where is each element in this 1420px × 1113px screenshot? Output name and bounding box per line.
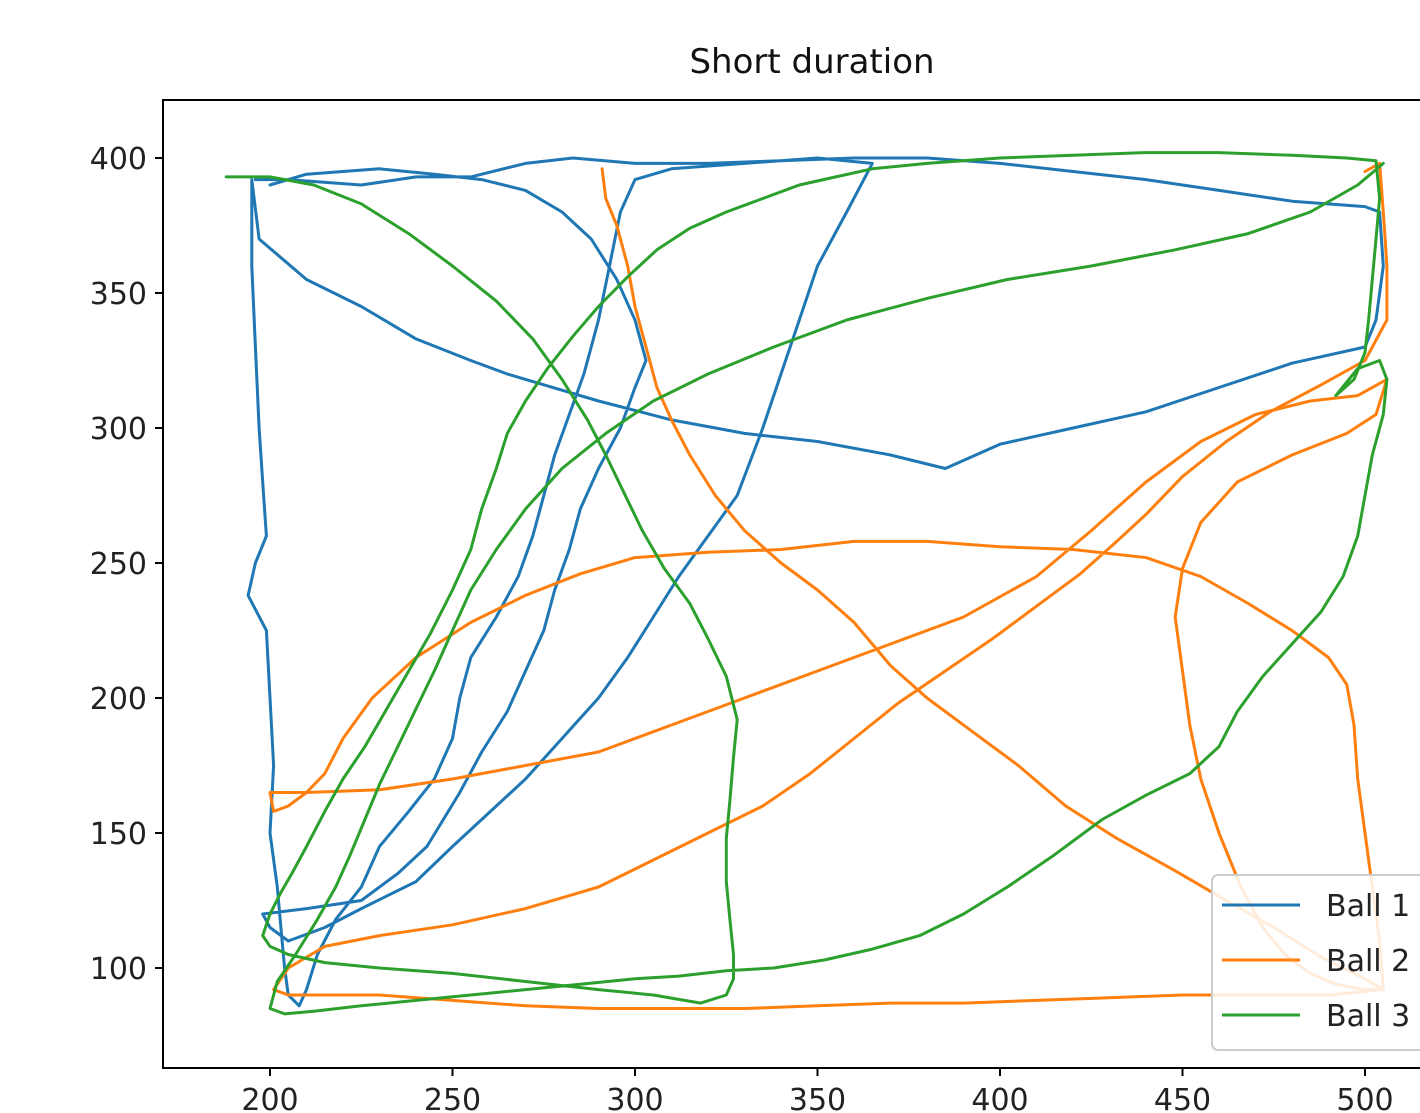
legend-label: Ball 1 (1326, 889, 1410, 924)
y-tick-label: 300 (90, 412, 147, 447)
x-tick-label: 500 (1336, 1083, 1393, 1113)
x-tick-label: 400 (971, 1083, 1028, 1113)
chart-title: Short duration (689, 42, 934, 82)
x-tick-label: 450 (1154, 1083, 1211, 1113)
legend-label: Ball 3 (1326, 999, 1410, 1034)
y-axis: 100 150 200 250 300 350 400 (90, 142, 163, 987)
y-tick-label: 100 (90, 952, 147, 987)
x-tick-label: 300 (606, 1083, 663, 1113)
y-tick-label: 350 (90, 277, 147, 312)
y-tick-label: 200 (90, 682, 147, 717)
y-tick-label: 400 (90, 142, 147, 177)
x-axis: 200 250 300 350 400 450 500 (241, 1068, 1393, 1113)
x-tick-label: 250 (424, 1083, 481, 1113)
y-tick-label: 150 (90, 817, 147, 852)
y-tick-label: 250 (90, 547, 147, 582)
legend: Ball 1 Ball 2 Ball 3 (1212, 875, 1420, 1050)
legend-label: Ball 2 (1326, 944, 1410, 979)
x-tick-label: 200 (241, 1083, 298, 1113)
x-tick-label: 350 (789, 1083, 846, 1113)
